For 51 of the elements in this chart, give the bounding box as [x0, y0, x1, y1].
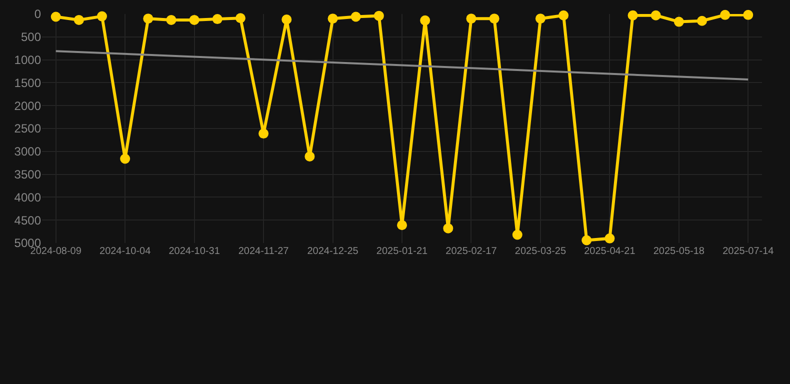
x-tick-label: 2025-03-25 [514, 246, 566, 257]
y-tick-label: 1000 [14, 53, 42, 67]
x-tick-label: 2025-02-17 [446, 246, 498, 257]
x-tick-label: 2025-05-18 [653, 246, 705, 257]
y-tick-label: 1500 [14, 76, 42, 90]
point [397, 220, 407, 230]
point [466, 14, 476, 24]
y-tick-label: 0 [34, 7, 42, 22]
y-tick-label: 2500 [14, 122, 42, 136]
point [674, 16, 684, 27]
x-tick-label: 2024-10-04 [100, 246, 152, 257]
point [235, 13, 246, 24]
point [258, 128, 269, 139]
point [50, 12, 61, 22]
point [374, 10, 384, 21]
y-tick-label: 4500 [14, 213, 42, 228]
point [604, 233, 615, 244]
point [420, 15, 430, 26]
point [212, 14, 222, 24]
y-tick-label: 2000 [14, 98, 42, 113]
point [489, 14, 500, 24]
point [189, 14, 200, 25]
point [282, 14, 292, 24]
y-tick-label: 3000 [14, 144, 42, 159]
x-tick-label: 2025-07-14 [722, 246, 774, 257]
point [650, 10, 661, 20]
point [304, 151, 315, 162]
point [512, 230, 522, 240]
y-tick-label: 3500 [14, 168, 42, 182]
point [628, 10, 638, 20]
point [743, 10, 754, 20]
x-tick-label: 2024-12-25 [307, 246, 359, 257]
point [720, 10, 730, 20]
y-tick-label: 4000 [14, 190, 42, 204]
point [350, 12, 361, 22]
point [328, 14, 338, 24]
point [443, 223, 454, 234]
point [166, 14, 176, 25]
x-tick-label: 2024-11-27 [238, 246, 290, 257]
point [535, 14, 546, 24]
point [582, 235, 592, 246]
point [143, 14, 154, 24]
x-tick-label: 2024-10-31 [168, 246, 220, 257]
point [97, 11, 107, 22]
y-tick-label: 500 [20, 30, 42, 44]
point [697, 16, 707, 26]
x-tick-label: 2025-01-21 [376, 246, 428, 257]
point [558, 10, 569, 20]
point [120, 154, 130, 164]
x-tick-label: 2025-04-21 [584, 246, 636, 257]
point [74, 14, 84, 25]
